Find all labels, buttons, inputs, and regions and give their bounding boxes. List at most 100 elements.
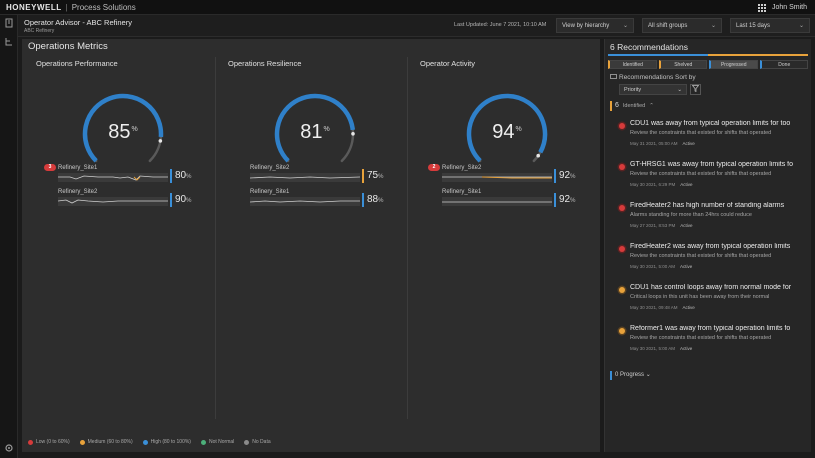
recommendation-item[interactable]: CDU1 has control loops away from normal … [619,284,809,322]
site-value: 88% [362,193,383,207]
site-value-number: 90 [175,194,187,205]
site-value-number: 88 [367,194,379,205]
site-name: Refinery_Site2 [250,165,290,171]
building-icon[interactable] [4,18,14,28]
view-by-select-value: View by hierarchy [562,22,610,29]
status-dot-icon [619,328,625,334]
recommendation-meta: May 30 2021, 6:29 PM Active [630,182,693,187]
site-sparkline [250,197,360,206]
chevron-down-icon: ⌄ [622,23,628,29]
site-row[interactable]: Refinery_Site2 90% [36,189,216,211]
shift-group-select[interactable]: All shift groups ⌄ [642,18,722,33]
tab-done[interactable]: Done [759,60,808,69]
status-dot-icon [619,246,625,252]
page-subtitle: ABC Refinery [24,28,55,34]
metric-column-activity: Operator Activity 94% 2 Refinery_Site2 9… [412,57,598,437]
site-name: Refinery_Site2 [442,165,482,171]
legend-label: No Data [252,439,271,445]
left-rail [0,15,18,458]
site-sparkline [58,173,168,182]
recommendation-meta: May 30 2021, 5:00 AM Active [630,346,692,351]
recommendation-title: CDU1 has control loops away from normal … [630,284,792,291]
site-value-number: 92 [559,194,571,205]
recommendation-item[interactable]: GT-HRSG1 was away from typical operation… [619,161,809,199]
last-updated-text: Last Updated: June 7 2021, 10:10 AM [454,22,547,28]
gear-icon[interactable] [4,443,14,453]
user-name[interactable]: John Smith [771,4,807,11]
site-value: 75% [362,169,383,183]
hierarchy-icon[interactable] [4,37,14,47]
metric-column-resilience: Operations Resilience 81% Refinery_Site2… [220,57,406,437]
tab-identified[interactable]: Identified [608,60,657,69]
group-label: Identified [622,103,646,109]
recommendation-description: Review the constraints that existed for … [630,253,772,259]
site-row[interactable]: 2 Refinery_Site2 92% [420,164,600,187]
sort-select[interactable]: Priority ⌄ [619,84,687,95]
site-name: Refinery_Site1 [442,189,482,195]
recommendation-state: Active [682,141,695,146]
gauge-percent-sign: % [323,126,330,133]
site-row[interactable]: 3 Refinery_Site1 80% [36,164,216,187]
alert-count-badge: 3 [44,164,56,171]
alert-count-badge: 2 [428,164,440,171]
recommendation-meta: May 30 2021, 5:00 AM Active [630,264,692,269]
gauge-value: 85% [78,121,168,144]
legend-label: Low (0 to 60%) [36,439,70,445]
tab-shelved[interactable]: Shelved [658,60,707,69]
date-range-select[interactable]: Last 15 days ⌄ [730,18,810,33]
site-value: 80% [170,169,191,183]
brand-separator: | [65,2,68,12]
site-row[interactable]: Refinery_Site1 88% [228,189,408,211]
gauge-number: 81 [300,121,323,143]
sort-select-value: Priority [624,86,642,93]
site-value-percent: % [186,174,192,180]
recommendation-title: CDU1 was away from typical operation lim… [630,120,791,127]
gauge-marker [536,153,540,158]
recommendation-item[interactable]: FiredHeater2 was away from typical opera… [619,243,809,281]
recommendation-date: May 30 2021, 6:29 PM [630,182,676,187]
legend-item: Not Normal [200,439,234,445]
recommendation-state: Active [680,182,693,187]
site-value-percent: % [378,174,384,180]
tab-progressed[interactable]: Progressed [709,60,758,69]
site-name: Refinery_Site1 [250,189,290,195]
product-name: Process Solutions [71,2,136,12]
recommendation-item[interactable]: CDU1 was away from typical operation lim… [619,120,809,158]
view-by-select[interactable]: View by hierarchy ⌄ [556,18,634,33]
site-row[interactable]: Refinery_Site2 75% [228,165,408,187]
recommendation-item[interactable]: Reformer1 was away from typical operatio… [619,325,809,363]
app-grid-icon[interactable] [757,3,766,12]
gauge-marker [158,139,163,143]
legend-dot-icon [79,439,85,445]
site-row[interactable]: Refinery_Site1 92% [420,189,600,211]
status-bar-segment [658,54,708,56]
brand-logo: HONEYWELL [6,2,62,12]
date-range-select-value: Last 15 days [736,22,771,29]
gauge-fill [82,93,164,163]
gauge-fill [274,93,356,163]
legend-dot-icon [244,439,250,445]
status-bar-segment [758,54,808,56]
identified-group-header[interactable]: 6 Identified ⌃ [610,101,654,111]
recommendation-item[interactable]: FiredHeater2 has high number of standing… [619,202,809,240]
recommendation-description: Review the constraints that existed for … [630,335,772,341]
chevron-down-icon: ⌄ [798,23,804,29]
recommendation-date: May 30 2021, 5:00 AM [630,346,676,351]
recommendations-status-bar [608,54,808,56]
chevron-down-icon: ⌄ [677,86,682,93]
recommendation-meta: May 27 2021, 8:53 PM Active [630,223,693,228]
recommendation-date: May 27 2021, 8:53 PM [630,223,676,228]
metric-column-title: Operations Performance [36,59,118,68]
site-name: Refinery_Site1 [58,165,98,171]
status-bar-segment [608,54,658,56]
recommendation-date: May 30 2021, 09:48 AM [630,305,678,310]
filter-icon[interactable] [690,84,701,95]
legend-item: Medium (60 to 80%) [79,439,133,445]
resilience-gauge [274,93,356,163]
recommendation-title: GT-HRSG1 was away from typical operation… [630,161,793,168]
legend-item: No Data [244,439,271,445]
column-divider [215,57,216,419]
site-value-percent: % [570,174,576,180]
progress-group-header[interactable]: 0 Progress ⌄ [610,371,651,380]
gauge-fill [466,93,548,163]
